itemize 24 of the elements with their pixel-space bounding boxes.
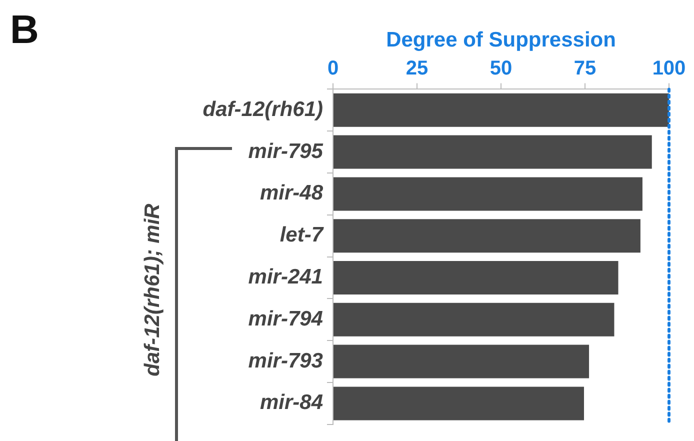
y-tick-label: daf-12(rh61)	[202, 98, 323, 121]
text: B	[10, 8, 39, 53]
bar	[334, 260, 618, 295]
bar	[334, 177, 642, 211]
y-tick-label: let-7	[280, 224, 324, 247]
y-tick-label: mir-795	[248, 140, 324, 163]
bar	[334, 93, 669, 127]
x-tick-label: 75	[574, 58, 596, 80]
bar	[334, 135, 652, 169]
x-tick-label: 0	[327, 58, 339, 80]
bar	[334, 302, 614, 336]
bar	[334, 219, 640, 253]
x-axis-title: Degree of Suppression	[386, 28, 616, 52]
y-tick-label: mir-48	[260, 182, 324, 205]
y-tick-label: mir-794	[248, 307, 324, 330]
bar	[334, 386, 584, 420]
y-tick-label: mir-241	[248, 266, 323, 289]
x-tick-label: 100	[652, 58, 686, 80]
y-axis-title: daf-12(rh61); miR	[141, 204, 165, 376]
y-tick-label: mir-793	[248, 349, 324, 372]
x-tick-label: 25	[406, 58, 428, 80]
x-tick-label: 50	[490, 58, 512, 80]
y-tick-label: mir-84	[260, 391, 324, 414]
bar	[334, 344, 590, 378]
